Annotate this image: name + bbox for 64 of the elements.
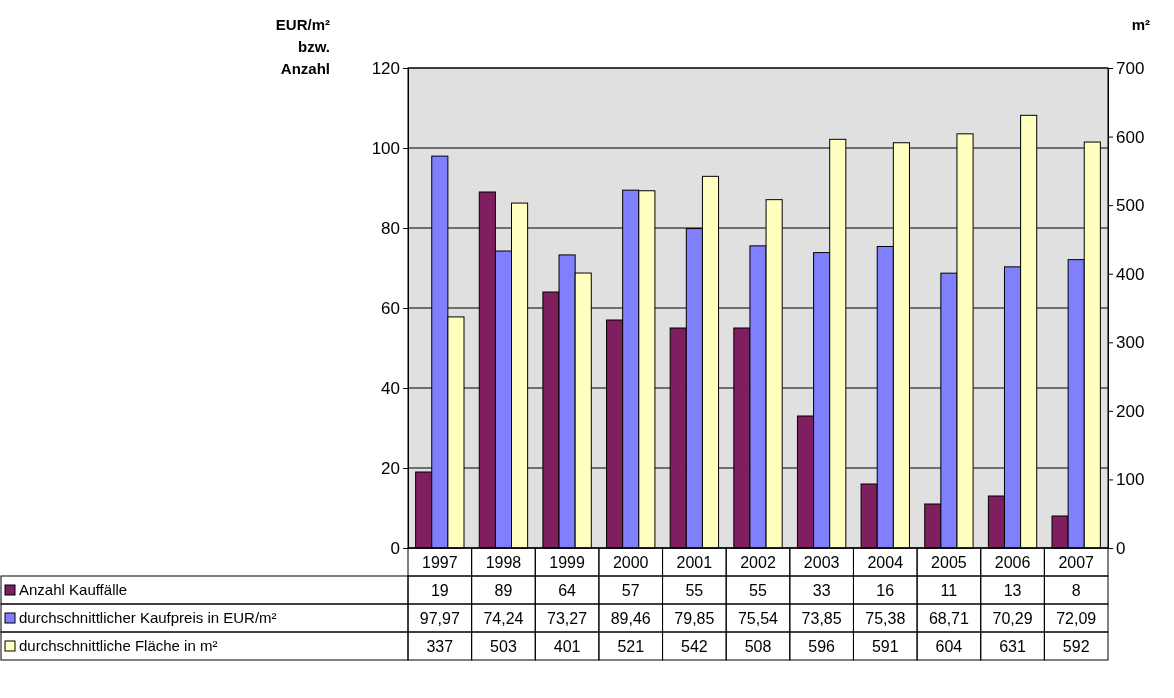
data-label: 337 (426, 638, 454, 655)
data-label: 503 (490, 638, 517, 655)
y-tick-label: 0 (390, 538, 400, 558)
data-label: 72,09 (1056, 610, 1097, 627)
data-label: 592 (1062, 638, 1090, 655)
y2-tick-label: 600 (1116, 127, 1145, 147)
x-tick-label: 2000 (612, 554, 649, 571)
data-label: 89,46 (610, 610, 651, 627)
data-label: 97,97 (419, 610, 460, 627)
y2-tick-label: 300 (1116, 333, 1145, 353)
data-label: 55 (685, 582, 704, 599)
data-label: 79,85 (674, 610, 715, 627)
data-label: 542 (681, 638, 708, 655)
data-label: 596 (808, 638, 836, 655)
x-tick-label: 2001 (676, 554, 713, 571)
data-label: 591 (871, 638, 899, 655)
y2-tick-label: 100 (1116, 470, 1145, 490)
x-tick-label: 2004 (867, 554, 904, 571)
legend-label: durchschnittlicher Kaufpreis in EUR/m² (19, 609, 277, 626)
data-label: 73,85 (801, 610, 842, 627)
data-label: 8 (1071, 582, 1081, 599)
data-label: 75,54 (737, 610, 779, 627)
y2-tick-label: 200 (1116, 401, 1145, 421)
data-label: 631 (999, 638, 1026, 655)
y2-tick-label: 0 (1116, 538, 1126, 558)
legend-label: durchschnittliche Fläche in m² (19, 637, 218, 654)
y-tick-label: 120 (371, 58, 400, 78)
data-label: 57 (621, 582, 640, 599)
data-label: 74,24 (483, 610, 524, 627)
data-label: 89 (494, 582, 513, 599)
data-label: 33 (812, 582, 831, 599)
data-label: 16 (876, 582, 895, 599)
x-tick-label: 1998 (485, 554, 522, 571)
x-tick-label: 2005 (931, 554, 967, 571)
data-label: 13 (1003, 582, 1022, 599)
data-label: 70,29 (992, 610, 1033, 627)
y-tick-label: 20 (381, 458, 400, 478)
y2-tick-label: 700 (1116, 58, 1145, 78)
y-tick-label: 40 (381, 378, 400, 398)
y2-tick-label: 400 (1116, 264, 1145, 284)
y2-axis-title: m² (1131, 16, 1150, 33)
x-tick-label: 2006 (994, 554, 1031, 571)
y-tick-label: 100 (371, 138, 400, 158)
data-label: 604 (935, 638, 963, 655)
x-tick-label: 2002 (740, 554, 776, 571)
x-tick-label: 2003 (803, 554, 840, 571)
data-label: 401 (553, 638, 581, 655)
data-label: 64 (558, 582, 577, 599)
x-tick-label: 2007 (1058, 554, 1095, 571)
data-label: 11 (940, 582, 958, 599)
data-label: 75,38 (865, 610, 906, 627)
data-label: 73,27 (547, 610, 588, 627)
y-tick-label: 60 (381, 298, 400, 318)
x-tick-label: 1999 (549, 554, 585, 571)
x-tick-label: 1997 (422, 554, 458, 571)
y-tick-label: 80 (381, 218, 400, 238)
data-label: 508 (744, 638, 772, 655)
data-label: 55 (749, 582, 767, 599)
y-axis-title: EUR/m² bzw. Anzahl (275, 16, 330, 77)
y2-tick-label: 500 (1116, 196, 1145, 216)
legend-label: Anzahl Kauffälle (19, 581, 128, 598)
data-label: 521 (617, 638, 645, 655)
data-label: 68,71 (928, 610, 970, 627)
data-label: 19 (430, 582, 449, 599)
